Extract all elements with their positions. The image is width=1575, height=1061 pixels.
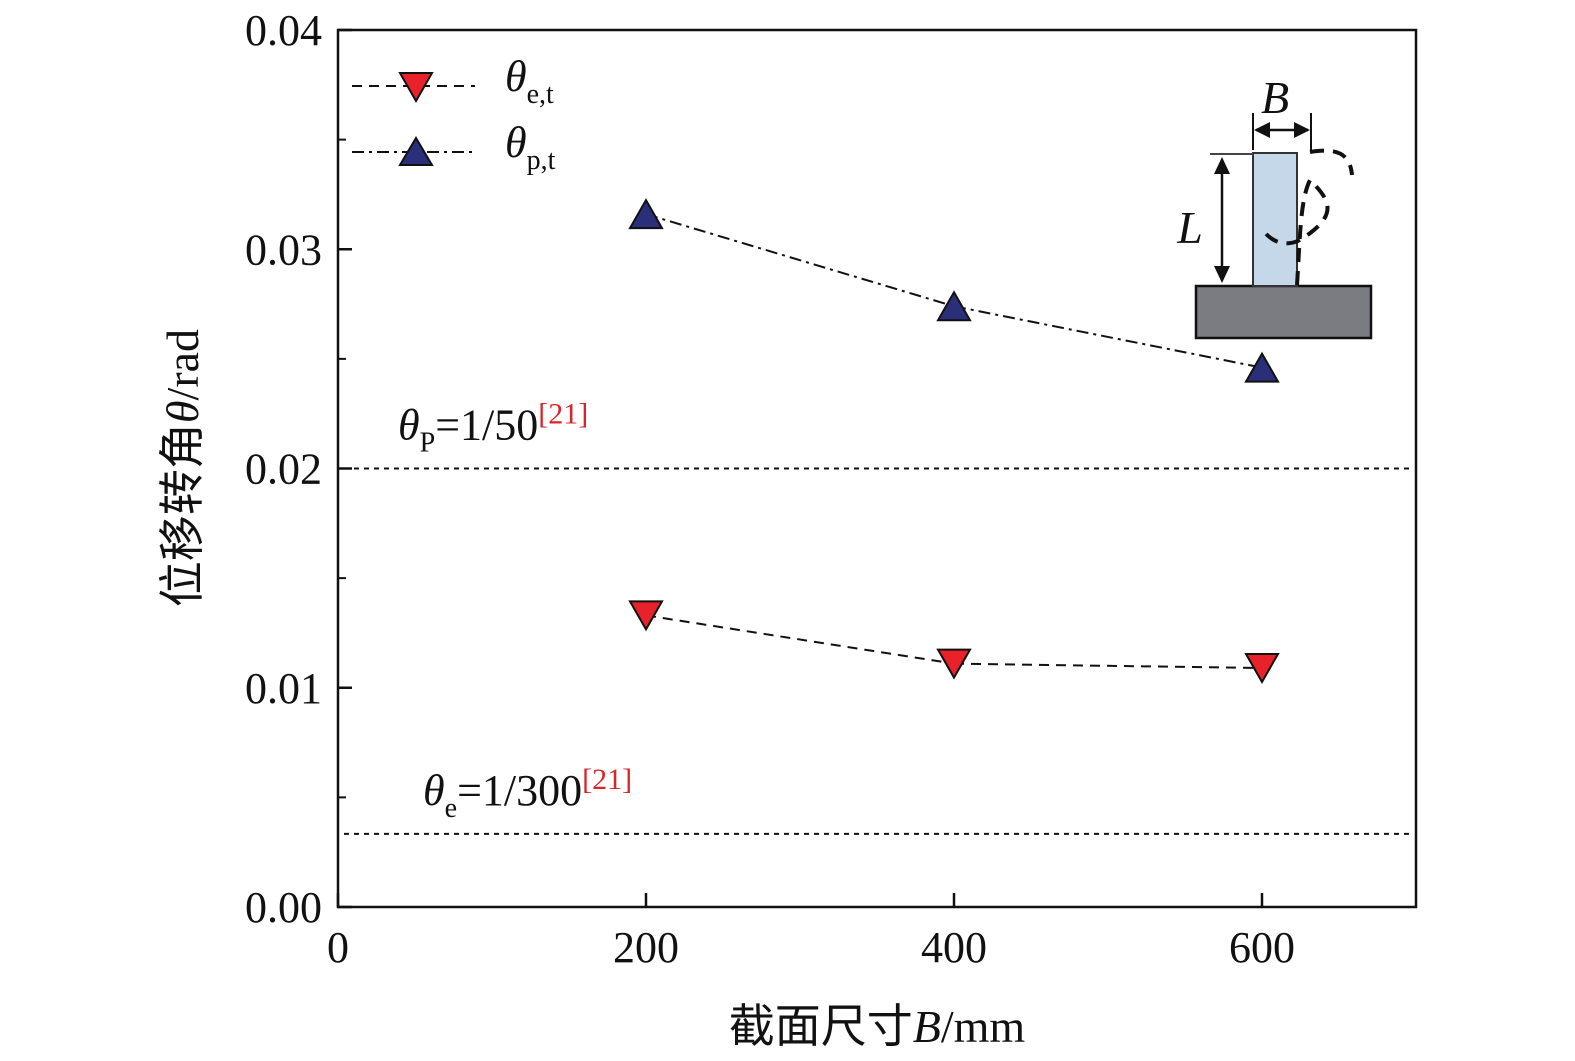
reference-label-cite: [21]	[582, 763, 632, 796]
x-tick-label: 0	[327, 923, 349, 972]
reference-label-value: =1/50	[435, 401, 538, 450]
reference-label: θe=1/300[21]	[423, 763, 632, 824]
series-0-segment	[953, 662, 1263, 670]
y-axis-title-unit: /rad	[157, 329, 208, 401]
legend-label-p-t: θp,t	[505, 118, 556, 176]
x-tick-label: 400	[921, 923, 987, 972]
inset-base	[1194, 284, 1373, 340]
y-axis-title-prefix: 位移转角	[157, 423, 208, 607]
x-axis-title: 截面尺寸B/mm	[729, 1001, 1026, 1052]
reference-label-sub: P	[420, 428, 436, 459]
series-0-segment	[645, 614, 955, 665]
legend-label-e-t-main: θ	[505, 52, 527, 101]
y-tick-label: 0.04	[245, 6, 322, 55]
reference-label-value: =1/300	[457, 766, 582, 815]
series-layer	[628, 198, 1280, 685]
y-tick-label: 0.03	[245, 225, 322, 274]
inset-column	[1252, 152, 1298, 287]
series-1-segment	[953, 305, 1263, 369]
legend-label-p-t-sub: p,t	[527, 145, 556, 176]
x-axis-title-var: B	[913, 1001, 941, 1052]
series-1-segment	[645, 213, 955, 308]
series-0-point	[936, 648, 972, 680]
inset-width-arrow-head-right	[1294, 122, 1310, 138]
inset-top-dashed-arc	[1309, 148, 1354, 176]
legend-marker-p-t	[398, 136, 434, 166]
series-0-point	[1244, 653, 1280, 685]
x-axis-title-prefix: 截面尺寸	[729, 1001, 913, 1052]
legend: θe,t θp,t	[352, 52, 556, 176]
x-axis-ticks: 0 200 400 600	[327, 893, 1295, 972]
legend-label-e-t: θe,t	[505, 52, 554, 110]
y-axis-ticks: 0.00 0.01 0.02 0.03 0.04	[245, 6, 352, 932]
x-axis-title-unit: /mm	[941, 1001, 1026, 1052]
reference-label-main: θ	[398, 401, 420, 450]
series-1-point	[1244, 351, 1280, 383]
inset-width-arrow-head-left	[1254, 122, 1270, 138]
y-tick-label: 0.02	[245, 445, 322, 494]
reference-label-main: θ	[423, 766, 445, 815]
inset-width-label: B	[1261, 72, 1289, 123]
series-1-point	[936, 290, 972, 322]
inset-column-diagram: L B	[1176, 72, 1373, 340]
y-tick-label: 0.00	[245, 883, 322, 932]
reference-label-sub: e	[445, 793, 457, 824]
series-1-point	[628, 198, 664, 230]
inset-deformed-shape	[1260, 176, 1330, 286]
inset-length-arrow-head-top	[1214, 157, 1230, 174]
inset-length-label: L	[1176, 202, 1203, 253]
x-tick-label: 200	[613, 923, 679, 972]
reference-label-cite: [21]	[538, 398, 588, 431]
inset-length-arrow-head-bottom	[1214, 266, 1230, 283]
legend-label-p-t-main: θ	[505, 118, 527, 167]
reference-lines: θP=1/50[21]θe=1/300[21]	[344, 398, 1414, 835]
y-tick-label: 0.01	[245, 664, 322, 713]
reference-label: θP=1/50[21]	[398, 398, 588, 459]
series-0-point	[628, 600, 664, 632]
x-tick-label: 600	[1229, 923, 1295, 972]
legend-marker-e-t	[398, 72, 434, 104]
y-axis-title-var: θ	[157, 400, 208, 423]
y-axis-title: 位移转角θ/rad	[157, 329, 208, 607]
legend-label-e-t-sub: e,t	[527, 79, 554, 110]
